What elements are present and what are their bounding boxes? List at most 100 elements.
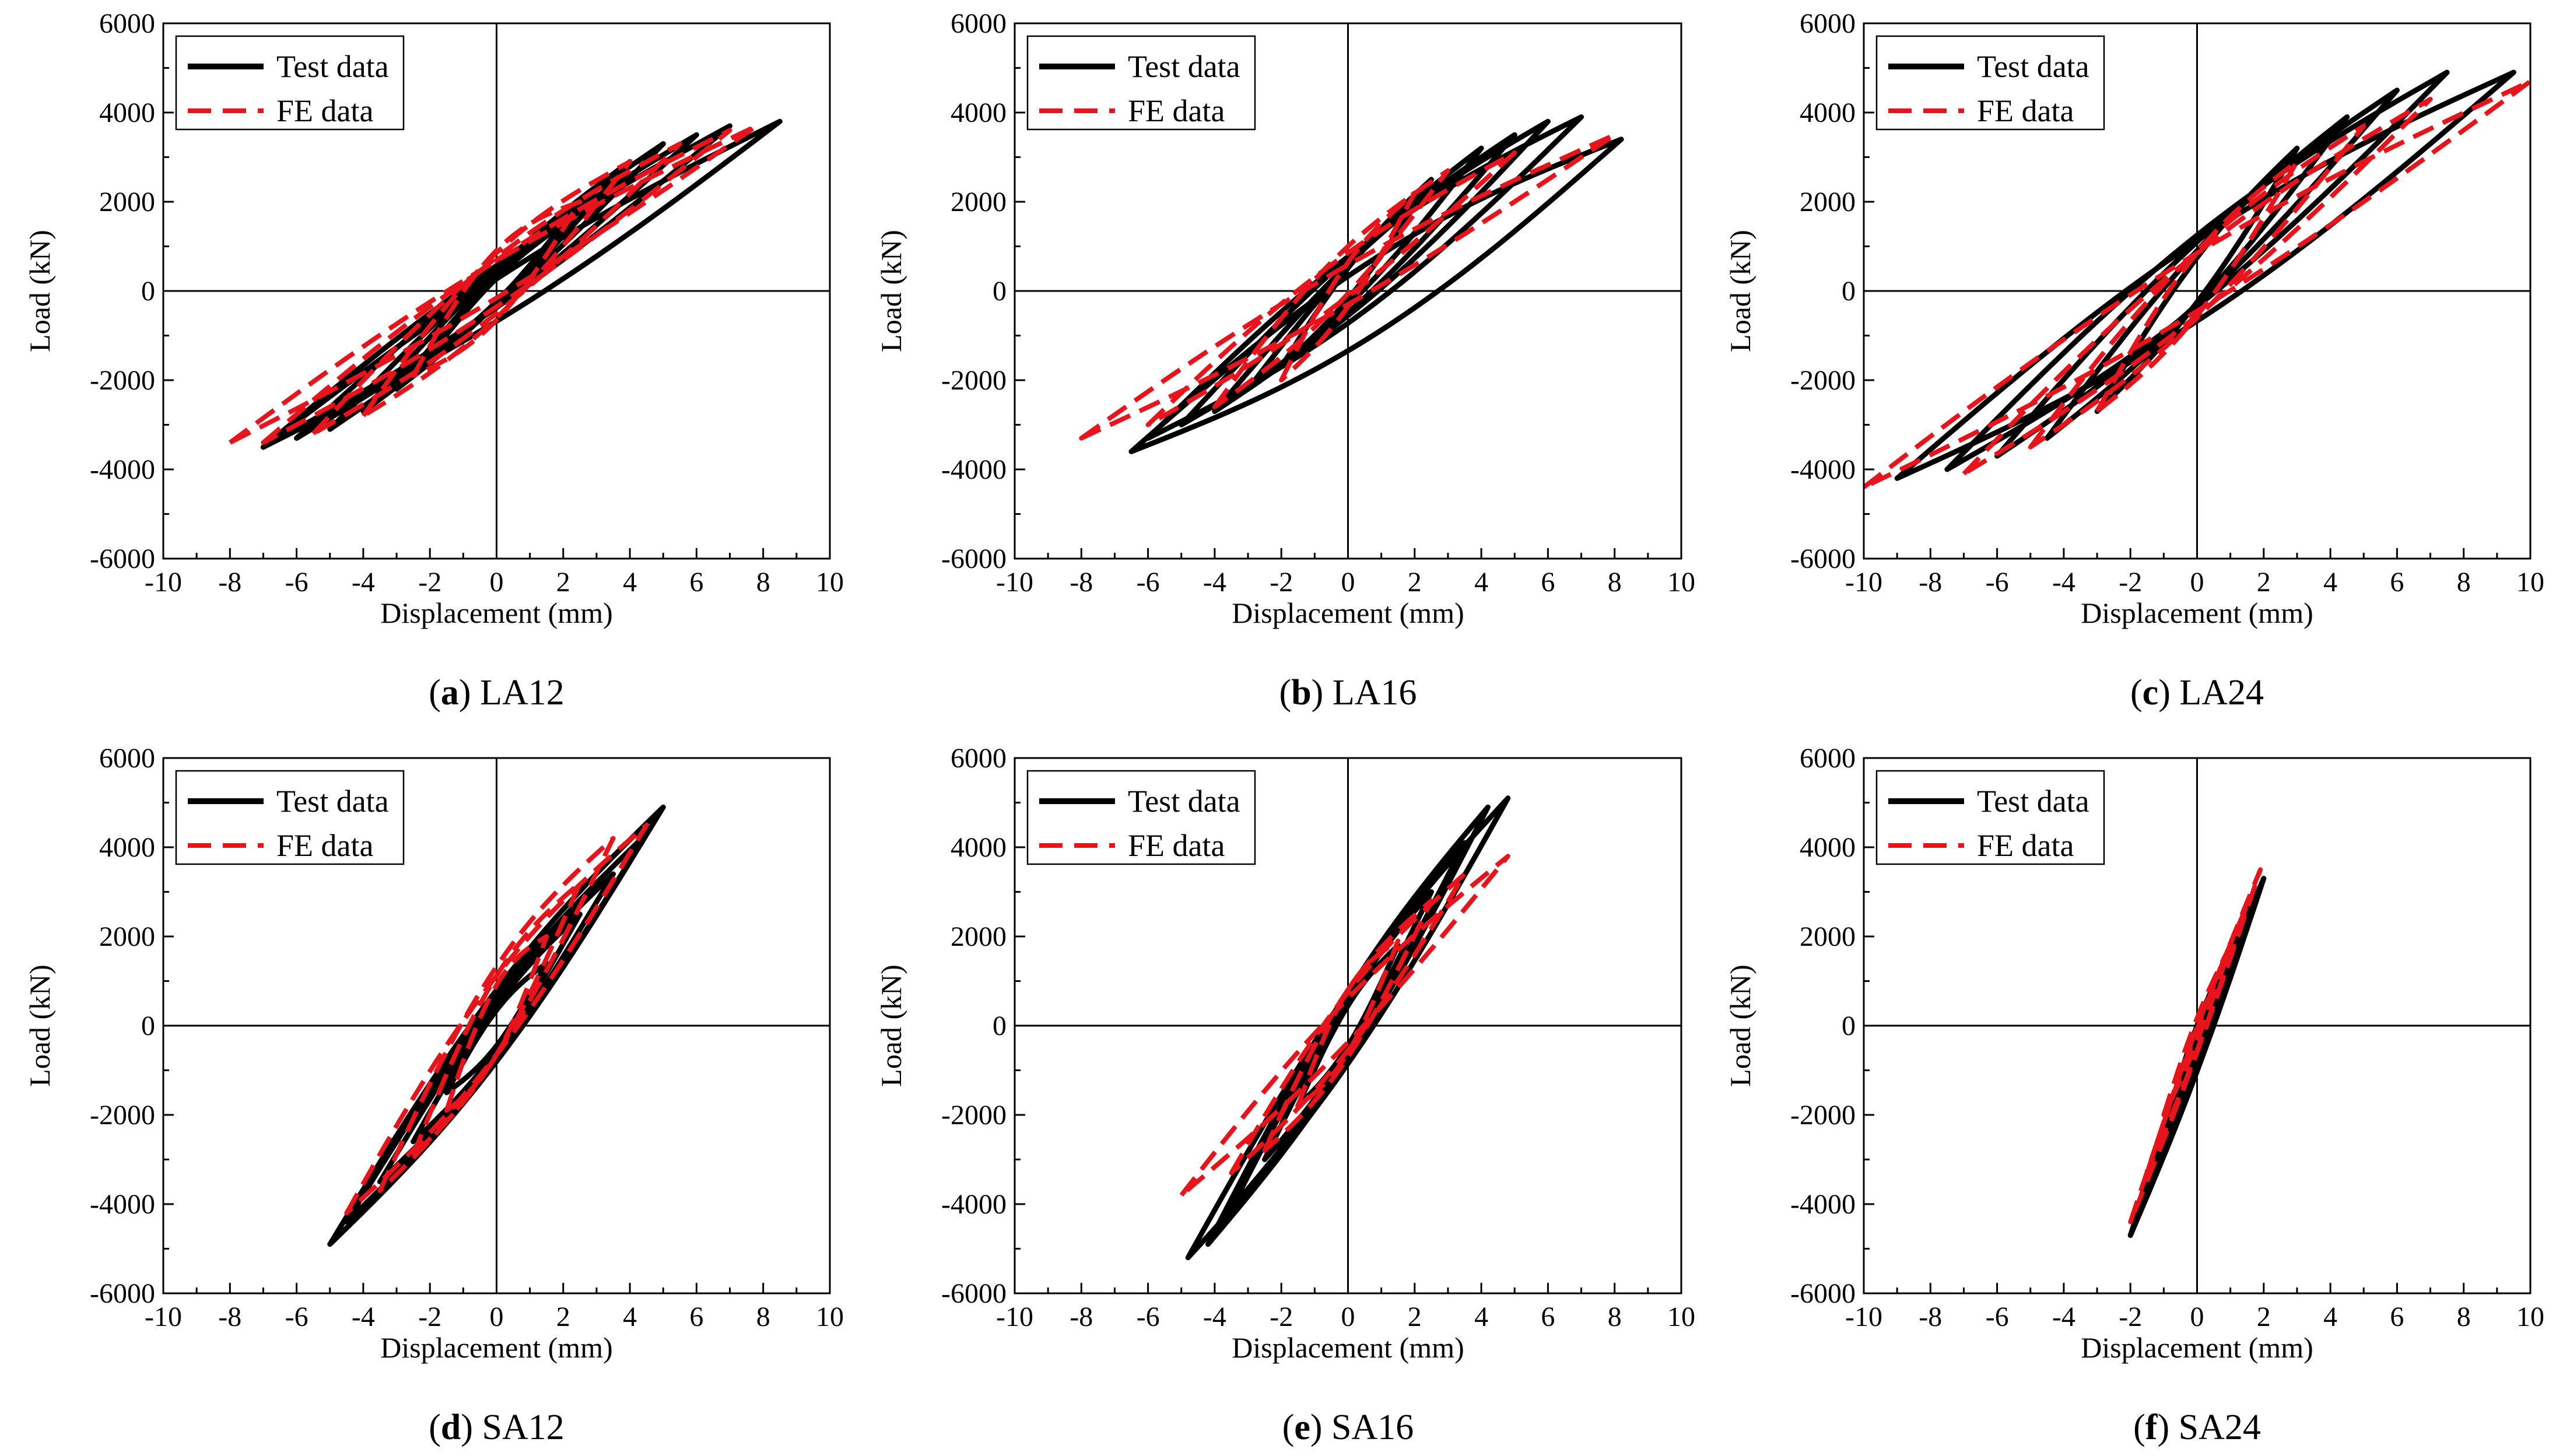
fe-data-loop-4 — [1079, 132, 1617, 441]
y-tick-label: 0 — [1842, 1011, 1856, 1041]
y-axis-title: Load (kN) — [875, 230, 907, 352]
plot-area — [227, 118, 783, 450]
fe-data-loop-4 — [1864, 79, 2530, 490]
legend: Test data FE data — [175, 770, 405, 865]
y-tick-label: 4000 — [99, 97, 155, 128]
x-tick-label: 0 — [490, 567, 504, 598]
x-tick-label: 0 — [1341, 1301, 1355, 1332]
fe-data-loop-3 — [2128, 867, 2263, 1225]
x-tick-label: -4 — [1203, 567, 1226, 598]
series-fe-data — [2128, 867, 2263, 1225]
legend-box — [1875, 770, 2105, 865]
y-tick-label: 2000 — [99, 921, 155, 952]
y-axis-title: Load (kN) — [1724, 964, 1756, 1087]
x-tick-label: -10 — [1845, 567, 1882, 598]
legend-box — [1875, 35, 2105, 131]
caption-name: ) LA24 — [2158, 673, 2264, 713]
caption-name: ) SA12 — [461, 1408, 564, 1447]
y-tick-label: -6000 — [941, 543, 1007, 574]
x-tick-label: 8 — [2457, 1301, 2471, 1332]
x-tick-label: -8 — [218, 567, 241, 598]
x-tick-label: 4 — [623, 1301, 637, 1332]
x-tick-label: 10 — [1667, 567, 1695, 598]
legend-label-test-data: Test data — [276, 784, 389, 819]
x-tick-label: -8 — [1070, 1301, 1093, 1332]
y-tick-label: 2000 — [1800, 187, 1856, 217]
y-axis-title: Load (kN) — [23, 964, 56, 1087]
panel-caption: (a) LA12 — [429, 673, 564, 713]
y-tick-label: 6000 — [951, 743, 1007, 774]
x-tick-label: -6 — [1986, 1301, 2009, 1332]
caption-letter: f — [2145, 1408, 2158, 1447]
x-tick-label: 2 — [1408, 567, 1422, 598]
y-tick-label: 6000 — [99, 743, 155, 774]
plot-area — [1864, 69, 2530, 490]
fe-data-loop-1 — [1295, 938, 1401, 1108]
x-tick-label: -10 — [996, 567, 1033, 598]
legend-label-fe-data: FE data — [276, 828, 373, 863]
legend-label-test-data: Test data — [1977, 49, 2089, 84]
x-tick-label: 2 — [1408, 1301, 1422, 1332]
x-tick-label: -8 — [1919, 1301, 1942, 1332]
x-tick-label: -10 — [145, 567, 182, 598]
x-tick-label: 0 — [1341, 567, 1355, 598]
x-tick-label: 8 — [756, 1301, 770, 1332]
x-tick-label: -6 — [285, 567, 308, 598]
legend-box — [1026, 770, 1256, 865]
fe-data-loop-4 — [344, 822, 649, 1216]
x-tick-label: 10 — [1667, 1301, 1695, 1332]
y-tick-label: 0 — [141, 276, 155, 307]
x-tick-label: 8 — [1608, 567, 1622, 598]
legend-label-fe-data: FE data — [276, 93, 373, 128]
x-tick-label: -10 — [996, 1301, 1033, 1332]
x-axis-title: Displacement (mm) — [380, 597, 613, 629]
x-tick-label: 0 — [2190, 567, 2204, 598]
x-tick-label: -10 — [1845, 1301, 1882, 1332]
y-tick-label: 4000 — [99, 832, 155, 863]
x-tick-label: -6 — [1137, 1301, 1160, 1332]
y-tick-label: 2000 — [951, 921, 1007, 952]
y-tick-label: 4000 — [1800, 97, 1856, 128]
y-tick-label: -2000 — [90, 365, 155, 396]
x-tick-label: 6 — [1541, 1301, 1555, 1332]
caption-letter: a — [441, 673, 459, 713]
x-tick-label: -2 — [1270, 567, 1293, 598]
legend-label-test-data: Test data — [1128, 49, 1240, 84]
legend-label-fe-data: FE data — [1128, 93, 1225, 128]
legend-label-fe-data: FE data — [1128, 828, 1225, 863]
y-tick-label: -2000 — [941, 1100, 1007, 1131]
x-tick-label: 4 — [2323, 567, 2337, 598]
chart-panel-e: -10 -8 -6 -4 -2 0 2 4 6 8 10 -6000 -4000 -2000 0 2000 40… — [875, 743, 1695, 1447]
x-tick-label: -4 — [1203, 1301, 1226, 1332]
y-tick-label: -4000 — [941, 454, 1007, 485]
caption-paren-open: ( — [2133, 1408, 2145, 1447]
x-tick-label: -2 — [2119, 1301, 2142, 1332]
y-tick-label: -4000 — [1790, 454, 1856, 485]
x-tick-label: -2 — [418, 1301, 441, 1332]
x-tick-label: -4 — [2052, 567, 2075, 598]
test-data-loop-4 — [1179, 118, 1551, 427]
panel-caption: (e) SA16 — [1282, 1408, 1414, 1447]
x-tick-label: -2 — [2119, 567, 2142, 598]
y-axis-title: Load (kN) — [1724, 230, 1756, 352]
x-tick-label: 2 — [556, 1301, 570, 1332]
y-tick-label: 6000 — [99, 8, 155, 39]
caption-paren-open: ( — [429, 673, 441, 713]
x-tick-label: -10 — [145, 1301, 182, 1332]
x-tick-label: 8 — [756, 567, 770, 598]
fe-data-loop-4 — [1179, 854, 1510, 1198]
x-tick-label: 10 — [816, 1301, 844, 1332]
caption-letter: b — [1291, 673, 1311, 713]
x-tick-label: -8 — [1919, 567, 1942, 598]
caption-paren-open: ( — [429, 1408, 441, 1447]
x-tick-label: 6 — [2390, 1301, 2404, 1332]
series-fe-data — [1864, 79, 2530, 490]
x-tick-label: 10 — [816, 567, 844, 598]
y-tick-label: 4000 — [951, 832, 1007, 863]
x-tick-label: 2 — [2257, 567, 2271, 598]
fe-data-loop-3 — [1961, 97, 2433, 476]
legend: Test data FE data — [1875, 35, 2105, 131]
panel-caption: (d) SA12 — [429, 1408, 565, 1447]
x-tick-label: -2 — [418, 567, 441, 598]
